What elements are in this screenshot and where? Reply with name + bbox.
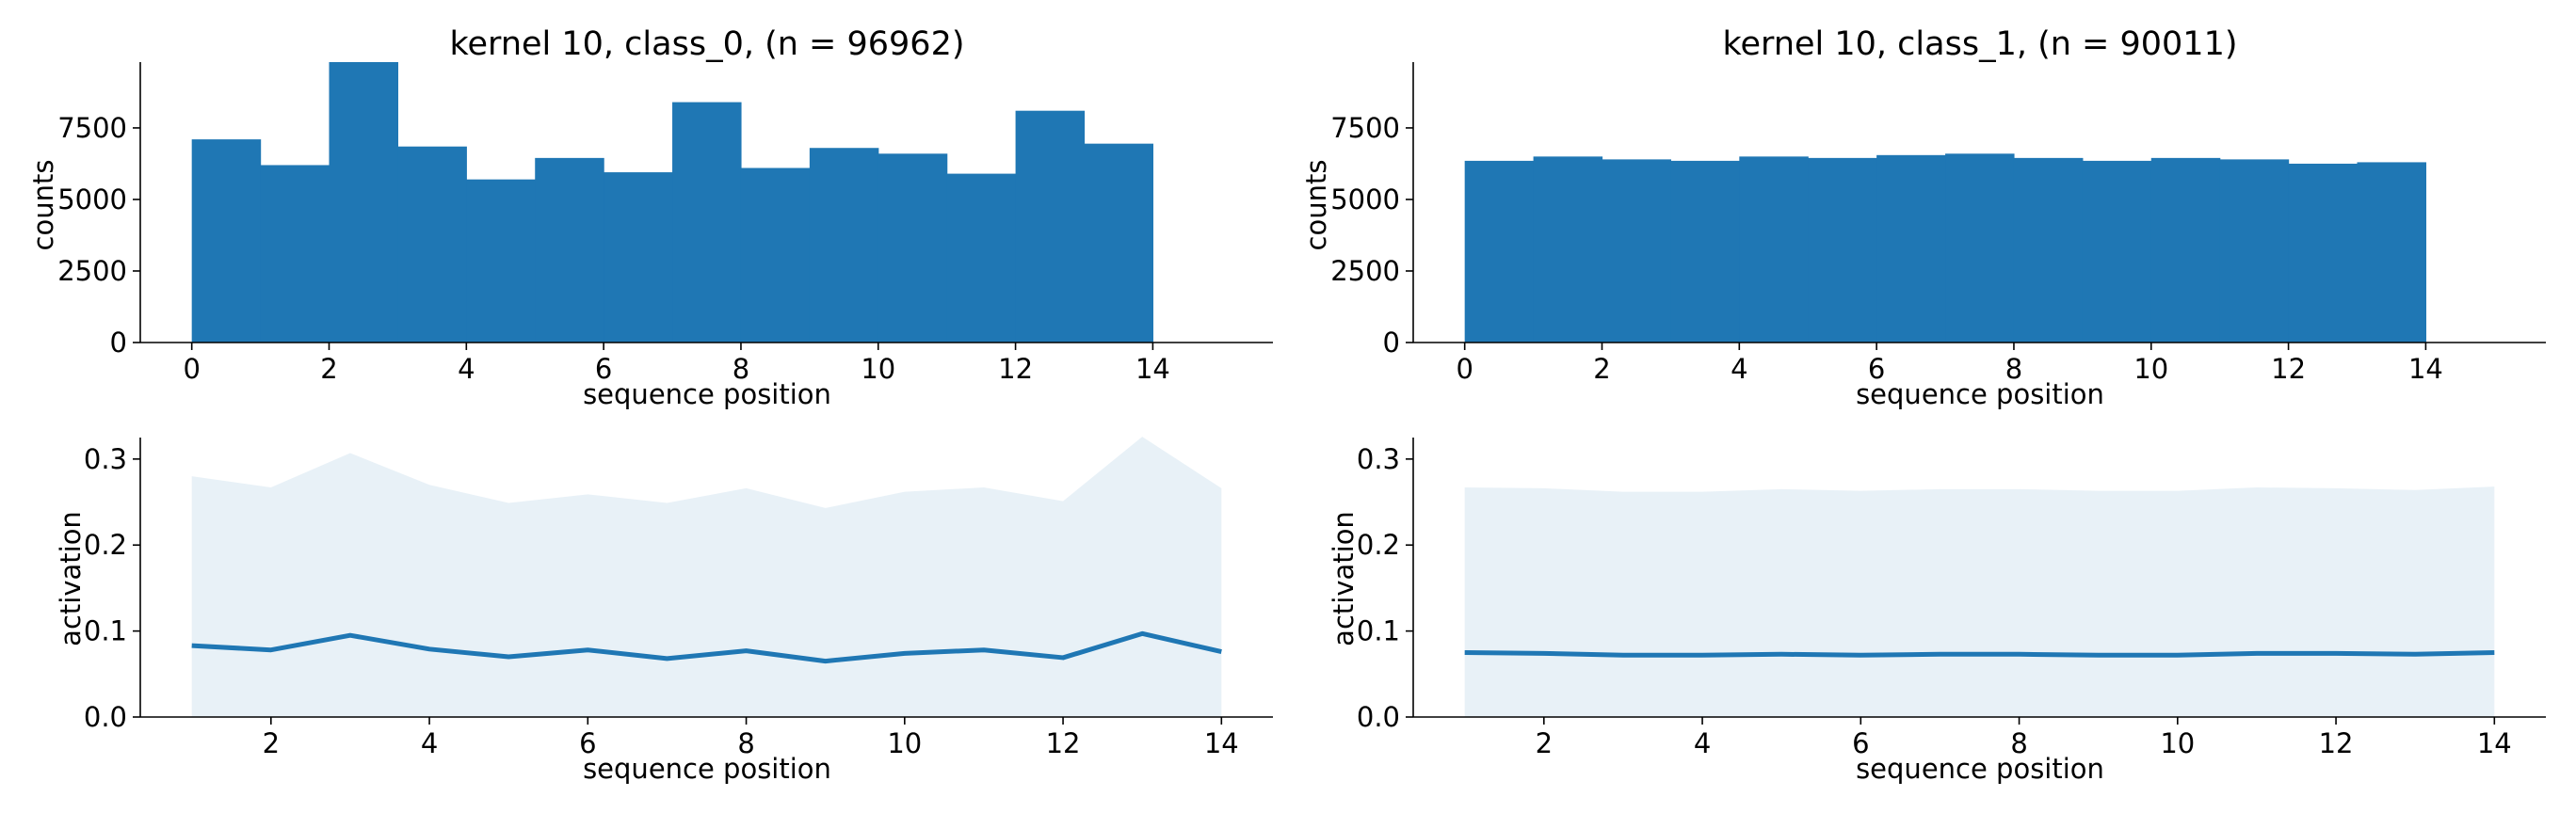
histogram-bar <box>466 179 536 343</box>
y-axis-label: activation <box>55 511 87 646</box>
histogram-bar <box>1015 110 1086 343</box>
histogram-bar <box>1945 153 2015 343</box>
histogram-bar <box>809 148 879 343</box>
y-tick-label: 0.0 <box>84 701 127 733</box>
histogram-bar <box>1533 156 1603 343</box>
histogram-bar <box>1670 160 1740 343</box>
x-tick-label: 10 <box>2133 353 2168 385</box>
x-tick-label: 14 <box>2477 727 2512 759</box>
x-tick-label: 4 <box>1694 727 1711 759</box>
chart-title: kernel 10, class_1, (n = 90011) <box>1723 25 2238 63</box>
y-tick-label: 0 <box>1383 327 1400 359</box>
histogram-bar <box>672 102 742 343</box>
x-tick-label: 6 <box>1852 727 1869 759</box>
activation-class-0-panel: sequence position activation 2 4 6 8 10 12 14 0… <box>55 437 1273 785</box>
y-axis-label: counts <box>27 160 59 251</box>
histogram-bar <box>2288 163 2359 343</box>
histogram-class-0-panel: kernel 10, class_0, (n = 96962) sequence… <box>27 25 1273 410</box>
y-tick-label: 0.2 <box>84 529 127 561</box>
x-tick-label: 6 <box>1868 353 1885 385</box>
x-tick-label: 4 <box>458 353 475 385</box>
x-tick-label: 14 <box>1135 353 1170 385</box>
x-tick-label: 0 <box>183 353 200 385</box>
histogram-bar <box>535 157 604 343</box>
x-tick-label: 2 <box>1593 353 1610 385</box>
x-tick-label: 10 <box>861 353 895 385</box>
y-tick-label: 0.3 <box>84 443 127 475</box>
histogram-bar <box>2219 159 2290 343</box>
y-tick-label: 0.1 <box>84 615 127 647</box>
x-tick-label: 14 <box>1204 727 1239 759</box>
x-tick-label: 8 <box>2005 353 2022 385</box>
x-axis-label: sequence position <box>583 378 831 410</box>
x-tick-label: 12 <box>1046 727 1081 759</box>
activation-band <box>1464 486 2495 717</box>
histogram-bar <box>1464 160 1535 343</box>
x-axis-label: sequence position <box>1856 378 2104 410</box>
histogram-bar <box>1084 143 1154 343</box>
x-tick-label: 10 <box>887 727 922 759</box>
y-tick-label: 0.2 <box>1357 529 1400 561</box>
histogram-bar <box>1739 156 1809 343</box>
x-axis-label: sequence position <box>583 753 831 785</box>
activation-class-1-panel: sequence position activation 2 4 6 8 10 12 14 0… <box>1328 438 2546 785</box>
chart-title: kernel 10, class_0, (n = 96962) <box>450 25 965 63</box>
x-tick-label: 8 <box>737 727 754 759</box>
histogram-bar <box>2357 162 2427 343</box>
histogram-bar <box>329 62 399 343</box>
x-tick-label: 10 <box>2160 727 2195 759</box>
y-axis-label: counts <box>1300 160 1332 251</box>
x-tick-label: 12 <box>998 353 1033 385</box>
x-tick-label: 2 <box>263 727 280 759</box>
x-tick-label: 14 <box>2408 353 2443 385</box>
x-tick-label: 4 <box>1731 353 1747 385</box>
x-tick-label: 12 <box>2271 353 2306 385</box>
y-tick-label: 7500 <box>1330 112 1400 144</box>
histogram-bar <box>1808 157 1877 343</box>
x-tick-label: 6 <box>579 727 596 759</box>
histogram-bar <box>2082 160 2152 343</box>
y-tick-label: 0.1 <box>1357 615 1400 647</box>
histogram-bar <box>877 153 948 343</box>
y-tick-label: 5000 <box>57 183 127 215</box>
x-tick-label: 6 <box>595 353 612 385</box>
x-tick-label: 2 <box>320 353 337 385</box>
y-tick-label: 2500 <box>1330 255 1400 287</box>
histogram-bar <box>260 165 330 343</box>
y-tick-label: 2500 <box>57 255 127 287</box>
histogram-bar <box>1602 159 1672 343</box>
y-tick-label: 5000 <box>1330 183 1400 215</box>
histogram-bar <box>946 173 1017 343</box>
mean-activation-line <box>1464 649 2495 658</box>
histogram-bar <box>1876 154 1946 343</box>
y-tick-label: 0 <box>110 327 127 359</box>
histogram-bar <box>397 146 467 343</box>
histogram-bar <box>604 172 673 343</box>
histogram-bar <box>2013 157 2084 343</box>
x-tick-label: 8 <box>733 353 749 385</box>
histogram-bar <box>740 167 811 343</box>
y-tick-label: 7500 <box>57 112 127 144</box>
x-tick-label: 0 <box>1456 353 1473 385</box>
x-tick-label: 4 <box>421 727 438 759</box>
histogram-class-1-panel: kernel 10, class_1, (n = 90011) sequence… <box>1300 25 2546 410</box>
x-axis-label: sequence position <box>1856 753 2104 785</box>
histogram-bar <box>2150 157 2221 343</box>
activation-band <box>191 437 1222 717</box>
y-tick-label: 0.0 <box>1357 701 1400 733</box>
histogram-bar <box>191 139 262 343</box>
y-axis-label: activation <box>1328 511 1360 646</box>
y-tick-label: 0.3 <box>1357 443 1400 475</box>
x-tick-label: 8 <box>2010 727 2027 759</box>
x-tick-label: 12 <box>2319 727 2354 759</box>
mean-activation-line <box>191 630 1222 664</box>
x-tick-label: 2 <box>1536 727 1553 759</box>
